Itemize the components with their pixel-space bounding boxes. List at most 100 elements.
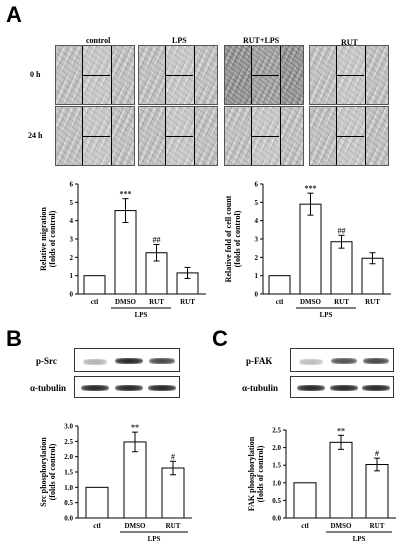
x-tick-label: RUT bbox=[334, 298, 349, 306]
blot-tubulin-c-box bbox=[290, 376, 394, 398]
y-tick-label: 3 bbox=[70, 236, 74, 244]
x-tick-label: ctl bbox=[93, 522, 100, 530]
significance-marker: ## bbox=[153, 236, 161, 245]
chart-fak-phosphorylation: 0.0 0.5 1.0 1.5 2.0 2.5 FAK phosphorylation (fo… bbox=[247, 426, 396, 543]
column-header-control: control bbox=[86, 36, 111, 45]
blot-psrc-box bbox=[74, 348, 180, 372]
y-axis-label: (folds of control) bbox=[48, 210, 57, 267]
y-tick-label: 1 bbox=[70, 272, 74, 280]
band-pfak-dmso bbox=[331, 358, 357, 364]
chart-src-phosphorylation: 0.0 0.5 1.0 1.5 2.0 2.5 3.0 Src phosphorylation… bbox=[39, 423, 192, 543]
y-tick-label: 0 bbox=[70, 291, 74, 299]
x-tick-label: ctl bbox=[301, 522, 308, 530]
x-tick-label: DMSO bbox=[300, 298, 322, 306]
x-tick-label: DMSO bbox=[115, 298, 137, 306]
row-label-0h: 0 h bbox=[30, 70, 41, 79]
significance-marker: # bbox=[171, 452, 175, 461]
band-tubulin-b-dmso bbox=[115, 385, 143, 391]
y-tick-label: 5 bbox=[70, 199, 74, 207]
y-tick-label: 0 bbox=[255, 291, 259, 299]
blot-label-psrc: p-Src bbox=[36, 356, 57, 366]
panel-label-a: A bbox=[6, 2, 22, 27]
band-psrc-rut bbox=[149, 358, 175, 364]
bar-ctl bbox=[293, 482, 317, 519]
y-axis-label: (folds of control) bbox=[233, 210, 242, 267]
y-axis-label: (folds of control) bbox=[256, 445, 265, 502]
y-tick-label: 1 bbox=[255, 272, 259, 280]
micrograph-rut-24h bbox=[309, 106, 389, 166]
group-label: LPS bbox=[148, 535, 161, 543]
band-tubulin-b-rut bbox=[148, 385, 176, 391]
bar-ctl bbox=[85, 486, 109, 519]
x-tick-label: RUT bbox=[149, 298, 164, 306]
y-tick-label: 2.5 bbox=[272, 427, 281, 435]
x-tick-label: ctl bbox=[276, 298, 283, 306]
micrograph-rut-lps-24h bbox=[224, 106, 304, 166]
bar-rut bbox=[365, 463, 389, 519]
y-tick-label: 3.0 bbox=[64, 423, 73, 431]
micrograph-rut-lps-0h bbox=[224, 45, 304, 105]
y-axis-label: Relative migration bbox=[39, 207, 48, 271]
blot-label-tubulin-b: α-tubulin bbox=[30, 383, 67, 393]
panel-label-c: C bbox=[212, 326, 228, 351]
band-pfak-rut bbox=[363, 358, 389, 364]
y-tick-label: 1.5 bbox=[272, 462, 281, 470]
blot-pfak-box bbox=[290, 348, 394, 372]
blot-tubulin-b-box bbox=[74, 376, 180, 398]
significance-marker: ** bbox=[337, 426, 345, 435]
column-header-rut-lps: RUT+LPS bbox=[243, 36, 280, 45]
group-label: LPS bbox=[320, 311, 333, 319]
micrograph-lps-0h bbox=[138, 45, 218, 105]
bar-dmso bbox=[329, 441, 353, 519]
significance-marker: # bbox=[375, 449, 379, 458]
group-label: LPS bbox=[135, 311, 148, 319]
bar-ctl bbox=[268, 275, 291, 295]
band-tubulin-c-rut bbox=[362, 385, 390, 391]
bar-dmso bbox=[114, 210, 137, 295]
significance-marker: *** bbox=[305, 184, 317, 193]
y-tick-label: 2.5 bbox=[64, 438, 73, 446]
chart-relative-migration: 0 1 2 3 4 5 6 Relative migration (folds of contr… bbox=[39, 181, 206, 319]
y-tick-label: 3 bbox=[255, 236, 259, 244]
chart-relative-cell-count: 0 1 2 3 4 5 6 Relative fold of cell count (folds… bbox=[224, 181, 391, 319]
y-tick-label: 0.5 bbox=[64, 499, 73, 507]
y-tick-label: 1.0 bbox=[64, 484, 73, 492]
micrograph-rut-0h bbox=[309, 45, 389, 105]
band-psrc-ctl bbox=[83, 359, 107, 365]
band-tubulin-c-ctl bbox=[297, 385, 325, 391]
y-tick-label: 4 bbox=[255, 217, 259, 225]
y-tick-label: 2.0 bbox=[64, 453, 73, 461]
x-tick-label: RUT bbox=[370, 522, 385, 530]
bar-rut bbox=[161, 467, 185, 519]
x-tick-label: ctl bbox=[91, 298, 98, 306]
band-pfak-ctl bbox=[299, 359, 323, 365]
x-tick-label: DMSO bbox=[125, 522, 147, 530]
micrograph-lps-24h bbox=[138, 106, 218, 166]
row-label-24h: 24 h bbox=[28, 131, 43, 140]
group-label: LPS bbox=[353, 535, 366, 543]
y-tick-label: 5 bbox=[255, 199, 259, 207]
x-tick-label: RUT bbox=[180, 298, 195, 306]
bar-dmso bbox=[123, 441, 147, 519]
significance-marker: *** bbox=[120, 190, 132, 199]
band-psrc-dmso bbox=[115, 358, 143, 364]
panel-label-b: B bbox=[6, 326, 22, 351]
micrograph-control-0h bbox=[55, 45, 135, 105]
y-axis-label: Src phosphorylation bbox=[39, 437, 48, 507]
bar-dmso bbox=[299, 203, 322, 295]
y-axis-label: (folds of control) bbox=[48, 443, 57, 500]
y-tick-label: 1.0 bbox=[272, 479, 281, 487]
blot-label-tubulin-c: α-tubulin bbox=[242, 383, 279, 393]
band-tubulin-b-ctl bbox=[81, 385, 109, 391]
band-tubulin-c-dmso bbox=[330, 385, 358, 391]
x-tick-label: DMSO bbox=[331, 522, 353, 530]
significance-marker: ** bbox=[131, 423, 139, 432]
y-tick-label: 2 bbox=[255, 254, 259, 262]
bar-ctl bbox=[83, 275, 106, 295]
y-axis-label: FAK phosphorylation bbox=[247, 436, 256, 511]
blot-label-pfak: p-FAK bbox=[246, 356, 273, 366]
column-header-lps: LPS bbox=[172, 36, 187, 45]
y-tick-label: 6 bbox=[255, 181, 259, 189]
y-tick-label: 0.5 bbox=[272, 497, 281, 505]
y-tick-label: 2.0 bbox=[272, 444, 281, 452]
